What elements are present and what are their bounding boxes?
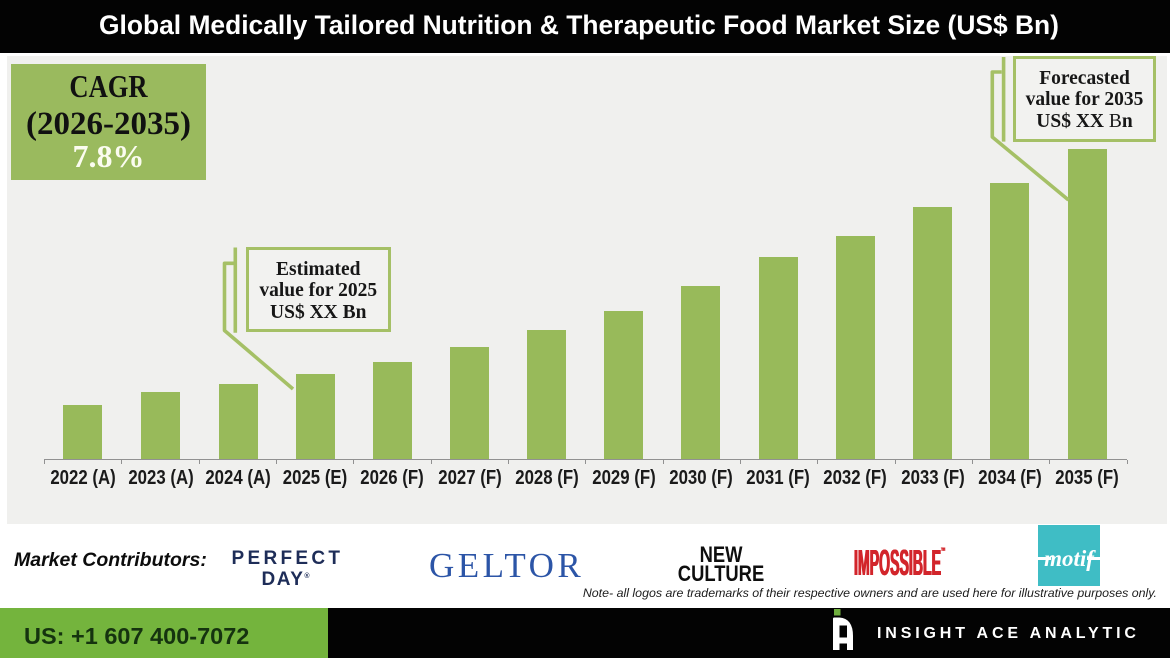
svg-text:motif: motif: [1044, 546, 1096, 571]
